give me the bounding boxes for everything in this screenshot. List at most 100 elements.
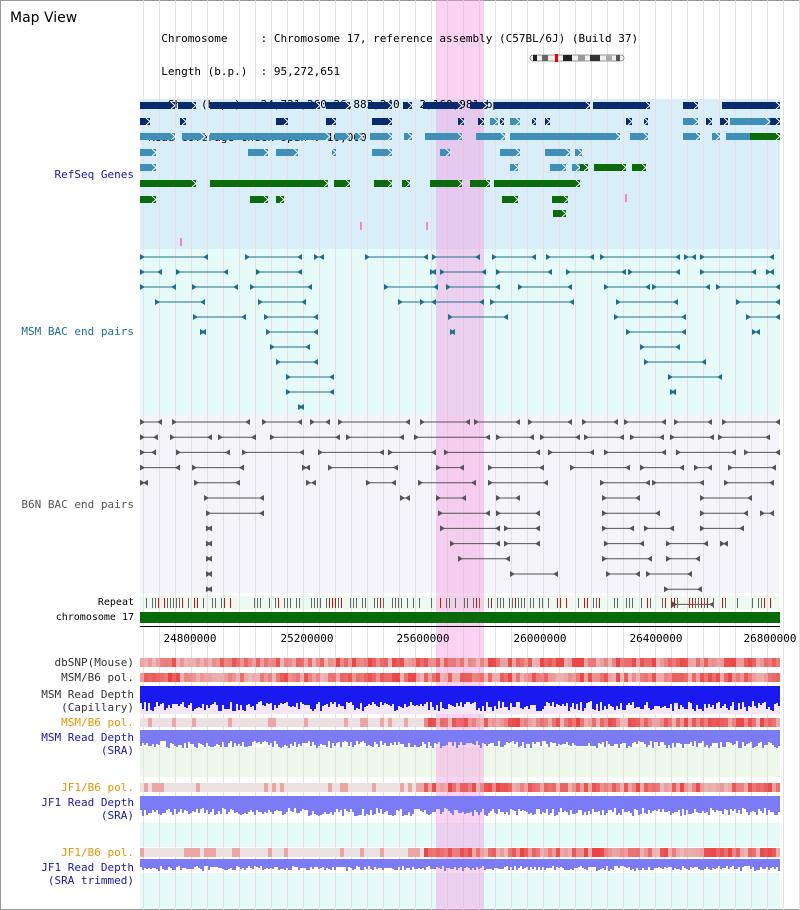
strand-arrow-icon[interactable] bbox=[621, 163, 627, 172]
gene-feature[interactable] bbox=[770, 118, 780, 125]
gene-feature[interactable] bbox=[476, 133, 505, 140]
bac-end-marker[interactable] bbox=[301, 299, 306, 305]
bac-end-marker[interactable] bbox=[245, 419, 250, 425]
bac-end-marker[interactable] bbox=[286, 389, 291, 395]
bac-end-marker[interactable] bbox=[496, 434, 501, 441]
msm-read-depth-sra-track[interactable] bbox=[140, 730, 780, 750]
bac-end-marker[interactable] bbox=[495, 540, 500, 547]
bac-end-marker[interactable] bbox=[647, 555, 652, 562]
bac-end-marker[interactable] bbox=[635, 495, 640, 501]
bac-end-marker[interactable] bbox=[299, 449, 304, 456]
bac-end-marker[interactable] bbox=[700, 495, 705, 501]
bac-end-marker[interactable] bbox=[504, 525, 509, 532]
bac-end-marker[interactable] bbox=[335, 434, 340, 441]
gene-feature[interactable] bbox=[326, 118, 336, 125]
strand-arrow-icon[interactable] bbox=[151, 163, 157, 172]
bac-end-marker[interactable] bbox=[400, 495, 405, 501]
bac-end-marker[interactable] bbox=[492, 254, 497, 260]
bac-end-marker[interactable] bbox=[681, 329, 686, 335]
bac-end-marker[interactable] bbox=[259, 495, 264, 501]
gene-feature[interactable] bbox=[140, 196, 156, 203]
gene-feature[interactable] bbox=[334, 180, 350, 187]
jf1-b6-pol-heat-track-2[interactable] bbox=[140, 848, 780, 857]
bac-end-marker[interactable] bbox=[458, 555, 463, 562]
bac-end-marker[interactable] bbox=[575, 434, 580, 441]
bac-end-marker[interactable] bbox=[140, 479, 145, 486]
bac-end-marker[interactable] bbox=[223, 269, 228, 275]
strand-arrow-icon[interactable] bbox=[515, 117, 521, 126]
gene-feature[interactable] bbox=[572, 164, 580, 171]
bac-end-marker[interactable] bbox=[153, 434, 158, 441]
strand-arrow-icon[interactable] bbox=[515, 148, 521, 157]
gene-feature[interactable] bbox=[593, 102, 650, 109]
bac-end-marker[interactable] bbox=[626, 329, 631, 335]
bac-end-marker[interactable] bbox=[697, 586, 702, 593]
bac-end-marker[interactable] bbox=[616, 299, 621, 305]
bac-end-marker[interactable] bbox=[635, 571, 640, 577]
bac-end-marker[interactable] bbox=[602, 510, 607, 517]
strand-arrow-icon[interactable] bbox=[325, 132, 331, 141]
strand-arrow-icon[interactable] bbox=[387, 132, 393, 141]
gene-feature[interactable] bbox=[510, 164, 518, 171]
bac-end-marker[interactable] bbox=[529, 434, 534, 441]
bac-end-marker[interactable] bbox=[695, 555, 700, 562]
bac-end-marker[interactable] bbox=[625, 464, 630, 471]
bac-end-marker[interactable] bbox=[628, 269, 633, 275]
gene-feature[interactable] bbox=[632, 164, 646, 171]
bac-end-marker[interactable] bbox=[140, 254, 145, 260]
gene-feature[interactable] bbox=[182, 133, 205, 140]
bac-end-marker[interactable] bbox=[172, 419, 177, 425]
bac-end-marker[interactable] bbox=[613, 419, 618, 425]
bac-end-marker[interactable] bbox=[691, 254, 696, 260]
strand-arrow-icon[interactable] bbox=[627, 117, 633, 126]
bac-end-marker[interactable] bbox=[264, 314, 269, 320]
gene-feature[interactable] bbox=[626, 118, 632, 125]
strand-arrow-icon[interactable] bbox=[407, 101, 413, 110]
bac-end-marker[interactable] bbox=[481, 269, 486, 275]
bac-end-marker[interactable] bbox=[621, 269, 626, 275]
bac-end-marker[interactable] bbox=[666, 540, 671, 547]
bac-end-marker[interactable] bbox=[769, 254, 774, 260]
bac-end-marker[interactable] bbox=[270, 344, 275, 350]
bac-end-marker[interactable] bbox=[724, 479, 729, 486]
strand-arrow-icon[interactable] bbox=[513, 195, 519, 204]
bac-end-marker[interactable] bbox=[670, 434, 675, 441]
bac-end-marker[interactable] bbox=[765, 434, 770, 441]
bac-end-marker[interactable] bbox=[436, 464, 441, 471]
gene-feature[interactable] bbox=[575, 149, 582, 156]
bac-end-marker[interactable] bbox=[479, 299, 484, 305]
strand-arrow-icon[interactable] bbox=[457, 101, 463, 110]
bac-end-marker[interactable] bbox=[722, 419, 727, 425]
bac-end-marker[interactable] bbox=[313, 329, 318, 335]
bac-end-marker[interactable] bbox=[203, 254, 208, 260]
bac-end-marker[interactable] bbox=[619, 434, 624, 441]
bac-end-marker[interactable] bbox=[488, 464, 493, 471]
strand-arrow-icon[interactable] bbox=[263, 148, 269, 157]
strand-arrow-icon[interactable] bbox=[357, 132, 363, 141]
bac-end-marker[interactable] bbox=[566, 269, 571, 275]
bac-end-marker[interactable] bbox=[515, 495, 520, 501]
bac-end-marker[interactable] bbox=[423, 254, 428, 260]
bac-end-marker[interactable] bbox=[540, 434, 545, 441]
bac-end-marker[interactable] bbox=[709, 601, 714, 608]
repeat-track[interactable] bbox=[140, 598, 780, 608]
bac-end-marker[interactable] bbox=[297, 269, 302, 275]
bac-end-marker[interactable] bbox=[256, 269, 261, 275]
jf1-b6-pol-heat-track-1[interactable] bbox=[140, 783, 780, 792]
gene-feature[interactable] bbox=[402, 180, 410, 187]
bac-end-marker[interactable] bbox=[207, 434, 212, 441]
strand-arrow-icon[interactable] bbox=[499, 117, 505, 126]
bac-end-marker[interactable] bbox=[299, 404, 304, 410]
dbsnp-heat-track[interactable] bbox=[140, 658, 780, 667]
bac-end-marker[interactable] bbox=[775, 314, 780, 320]
bac-end-marker[interactable] bbox=[495, 525, 500, 532]
gene-feature[interactable] bbox=[750, 133, 780, 140]
bac-end-marker[interactable] bbox=[192, 464, 197, 471]
strand-arrow-icon[interactable] bbox=[585, 101, 591, 110]
bac-end-marker[interactable] bbox=[718, 434, 723, 441]
bac-end-marker[interactable] bbox=[366, 479, 371, 486]
bac-end-marker[interactable] bbox=[504, 540, 509, 547]
bac-end-marker[interactable] bbox=[666, 555, 671, 562]
jf1-read-depth-trimmed-track[interactable] bbox=[140, 859, 780, 872]
